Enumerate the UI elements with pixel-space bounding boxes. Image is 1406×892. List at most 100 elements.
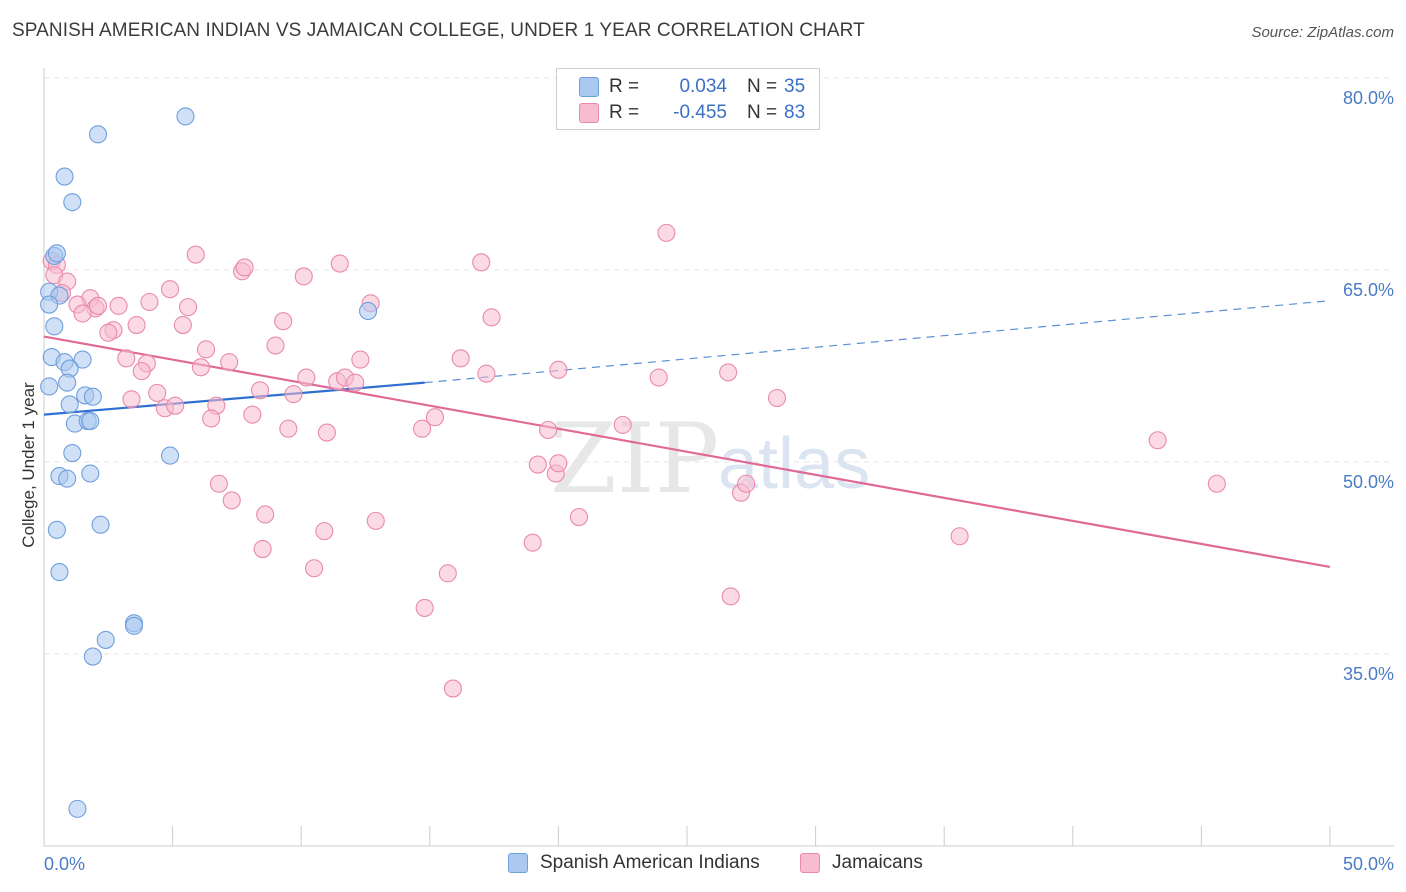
data-point-jamaicans[interactable] [253, 539, 272, 559]
data-point-jamaicans[interactable] [950, 527, 969, 546]
data-point-jamaicans[interactable] [279, 419, 298, 438]
data-point-spanish-american-indians[interactable] [96, 630, 115, 649]
data-point-jamaicans[interactable] [305, 559, 324, 578]
data-point-spanish-american-indians[interactable] [124, 616, 144, 635]
data-point-jamaicans[interactable] [191, 358, 210, 377]
data-point-jamaicans[interactable] [721, 587, 740, 606]
data-point-jamaicans[interactable] [274, 312, 293, 331]
data-point-jamaicans[interactable] [88, 296, 108, 315]
data-point-spanish-american-indians[interactable] [83, 387, 102, 406]
data-point-jamaicans[interactable] [767, 388, 787, 408]
data-point-jamaicans[interactable] [366, 511, 385, 530]
data-point-jamaicans[interactable] [438, 564, 457, 583]
data-point-spanish-american-indians[interactable] [55, 167, 74, 186]
y-axis-label: College, Under 1 year [19, 382, 38, 548]
data-point-jamaicans[interactable] [451, 349, 470, 368]
data-point-jamaicans[interactable] [482, 308, 501, 327]
data-point-jamaicans[interactable] [148, 383, 167, 402]
data-point-jamaicans[interactable] [649, 368, 668, 387]
x-tick-labels: 0.0% 50.0% [44, 854, 1394, 874]
data-point-jamaicans[interactable] [657, 223, 676, 242]
data-points [40, 107, 1226, 818]
data-point-spanish-american-indians[interactable] [60, 395, 79, 414]
data-point-spanish-american-indians[interactable] [359, 301, 378, 321]
data-point-jamaicans[interactable] [235, 258, 254, 277]
data-point-spanish-american-indians[interactable] [81, 464, 100, 483]
data-point-spanish-american-indians[interactable] [63, 193, 82, 212]
legend-item-jamaicans[interactable]: Jamaicans [800, 852, 923, 874]
data-point-jamaicans[interactable] [127, 315, 146, 335]
data-point-spanish-american-indians[interactable] [40, 377, 59, 396]
data-point-jamaicans[interactable] [250, 381, 270, 400]
data-point-spanish-american-indians[interactable] [88, 125, 108, 144]
data-point-jamaicans[interactable] [523, 533, 542, 552]
data-point-jamaicans[interactable] [196, 340, 216, 359]
data-point-spanish-american-indians[interactable] [91, 515, 110, 534]
data-point-jamaicans[interactable] [186, 245, 205, 264]
data-point-jamaicans[interactable] [166, 396, 185, 415]
data-point-jamaicans[interactable] [266, 336, 285, 355]
data-point-jamaicans[interactable] [99, 323, 118, 342]
data-point-spanish-american-indians[interactable] [58, 373, 77, 392]
data-point-jamaicans[interactable] [415, 598, 434, 617]
data-point-jamaicans[interactable] [413, 419, 432, 438]
data-point-spanish-american-indians[interactable] [58, 469, 77, 488]
data-point-spanish-american-indians[interactable] [50, 563, 69, 582]
data-point-jamaicans[interactable] [477, 364, 496, 383]
data-point-jamaicans[interactable] [719, 363, 738, 382]
data-point-jamaicans[interactable] [297, 368, 316, 387]
data-point-spanish-american-indians[interactable] [83, 647, 102, 666]
data-point-jamaicans[interactable] [209, 474, 228, 493]
data-point-jamaicans[interactable] [178, 298, 198, 317]
data-point-jamaicans[interactable] [613, 415, 632, 434]
data-point-jamaicans[interactable] [472, 253, 491, 272]
data-point-spanish-american-indians[interactable] [47, 520, 66, 539]
data-point-jamaicans[interactable] [539, 420, 558, 440]
data-point-jamaicans[interactable] [202, 409, 221, 428]
data-point-jamaicans[interactable] [330, 254, 349, 273]
data-point-spanish-american-indians[interactable] [47, 244, 66, 263]
data-point-jamaicans[interactable] [351, 350, 370, 369]
data-point-jamaicans[interactable] [294, 267, 313, 286]
data-point-spanish-american-indians[interactable] [160, 446, 180, 465]
data-point-spanish-american-indians[interactable] [40, 295, 59, 314]
data-point-jamaicans[interactable] [549, 454, 568, 473]
data-point-jamaicans[interactable] [256, 505, 275, 524]
stats-n-value: 35 [784, 76, 806, 97]
data-point-jamaicans[interactable] [173, 315, 192, 335]
data-point-jamaicans[interactable] [109, 296, 128, 315]
data-point-jamaicans[interactable] [132, 362, 151, 381]
data-point-jamaicans[interactable] [315, 522, 334, 541]
x-tick-label-max: 50.0% [1343, 854, 1394, 874]
data-point-jamaicans[interactable] [160, 280, 180, 299]
data-point-jamaicans[interactable] [1207, 474, 1226, 493]
data-point-jamaicans[interactable] [122, 390, 141, 409]
data-point-jamaicans[interactable] [346, 373, 365, 392]
data-point-spanish-american-indians[interactable] [176, 107, 195, 126]
data-point-jamaicans[interactable] [569, 507, 589, 527]
data-point-spanish-american-indians[interactable] [45, 317, 64, 336]
trend-line-jamaicans [43, 335, 1331, 569]
data-point-jamaicans[interactable] [1148, 431, 1167, 450]
data-point-spanish-american-indians[interactable] [63, 443, 82, 463]
data-point-jamaicans[interactable] [443, 679, 462, 698]
data-point-jamaicans[interactable] [243, 405, 262, 424]
data-point-jamaicans[interactable] [222, 491, 241, 510]
data-point-jamaicans[interactable] [425, 408, 444, 427]
data-point-spanish-american-indians[interactable] [81, 411, 100, 431]
data-point-jamaicans[interactable] [117, 349, 136, 368]
data-point-spanish-american-indians[interactable] [68, 799, 87, 818]
data-point-jamaicans[interactable] [317, 423, 336, 442]
stats-n-label: N = [747, 76, 778, 97]
legend-item-spanish-american-indians[interactable]: Spanish American Indians [508, 852, 760, 874]
axes [43, 68, 1394, 847]
data-point-jamaicans[interactable] [284, 385, 303, 404]
data-point-jamaicans[interactable] [549, 360, 568, 379]
data-point-jamaicans[interactable] [737, 474, 756, 493]
data-point-spanish-american-indians[interactable] [73, 350, 92, 369]
stats-r-label: R = [609, 102, 640, 123]
data-point-jamaicans[interactable] [140, 292, 159, 312]
data-point-jamaicans[interactable] [220, 353, 239, 372]
data-point-jamaicans[interactable] [528, 455, 547, 474]
data-point-jamaicans[interactable] [73, 304, 92, 323]
